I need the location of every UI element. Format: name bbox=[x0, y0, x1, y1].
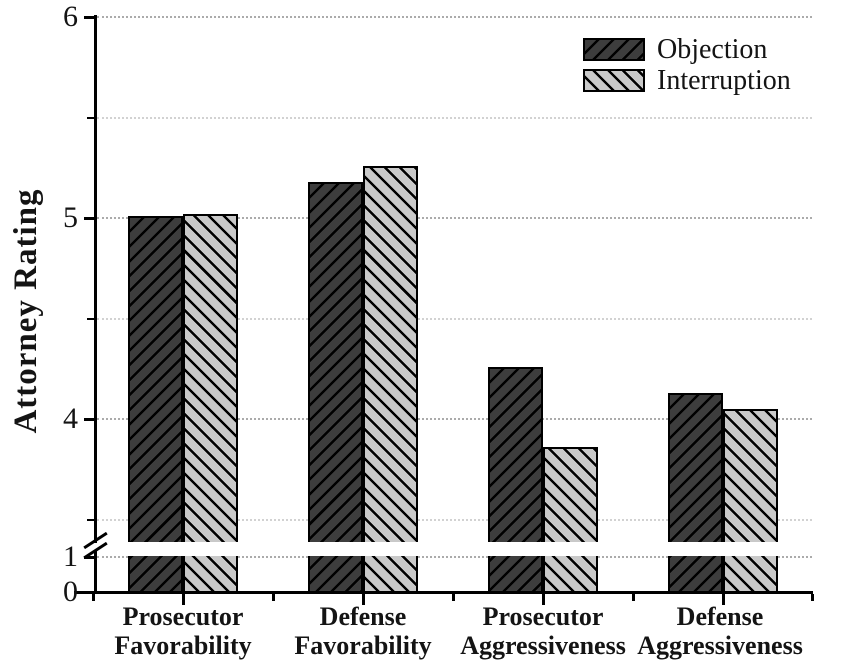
x-minor-tick bbox=[452, 594, 455, 601]
y-major-tick-4 bbox=[84, 418, 94, 421]
x-minor-tick bbox=[92, 594, 95, 601]
bar-interruption-defense-aggressiveness bbox=[723, 408, 778, 593]
bar-objection-prosecutor-aggressiveness bbox=[488, 366, 543, 593]
gridline-y1 bbox=[97, 556, 812, 558]
legend-item-interruption: Interruption bbox=[583, 65, 791, 96]
category-line: Favorability bbox=[294, 631, 432, 660]
category-line: Aggressiveness bbox=[460, 631, 626, 660]
legend-swatch-interruption-icon bbox=[583, 69, 645, 92]
category-label-defense-favorability: Defense Favorability bbox=[218, 602, 508, 660]
x-major-tick bbox=[542, 594, 545, 605]
category-line: Aggressiveness bbox=[637, 631, 803, 660]
x-axis-line bbox=[74, 591, 813, 594]
y-axis-line bbox=[94, 551, 97, 592]
gridline-y6 bbox=[97, 16, 812, 18]
category-label-prosecutor-favorability: Prosecutor Favorability bbox=[38, 602, 328, 660]
legend: Objection Interruption bbox=[583, 34, 791, 96]
bar-objection-defense-aggressiveness bbox=[668, 392, 723, 593]
y-minor-tick-5.5 bbox=[87, 116, 94, 119]
x-major-tick bbox=[182, 594, 185, 605]
y-axis-title: Attorney Rating bbox=[8, 188, 44, 434]
gridline-y5 bbox=[97, 217, 812, 219]
y-major-tick-5 bbox=[84, 217, 94, 220]
category-label-defense-aggressiveness: Defense Aggressiveness bbox=[575, 602, 850, 660]
category-label-prosecutor-aggressiveness: Prosecutor Aggressiveness bbox=[398, 602, 688, 660]
x-minor-tick bbox=[811, 594, 814, 601]
category-line: Defense bbox=[319, 602, 407, 631]
x-minor-tick bbox=[632, 594, 635, 601]
y-tick-label-5: 5 bbox=[63, 201, 78, 234]
bar-objection-defense-favorability bbox=[308, 181, 363, 593]
legend-item-objection: Objection bbox=[583, 34, 791, 65]
category-line: Prosecutor bbox=[122, 602, 244, 631]
axis-break-band bbox=[97, 542, 813, 556]
y-tick-label-6: 6 bbox=[63, 0, 78, 33]
y-major-tick-1 bbox=[84, 556, 94, 559]
x-major-tick bbox=[722, 594, 725, 605]
gridline-y4 bbox=[97, 418, 812, 420]
x-minor-tick bbox=[272, 594, 275, 601]
y-minor-tick-4.5 bbox=[87, 317, 94, 320]
y-tick-label-0: 0 bbox=[63, 575, 78, 608]
category-line: Defense bbox=[676, 602, 764, 631]
legend-label-interruption: Interruption bbox=[657, 64, 791, 96]
y-minor-tick-3.5 bbox=[87, 518, 94, 521]
legend-label-objection: Objection bbox=[657, 33, 768, 65]
gridline-y5.5 bbox=[97, 116, 812, 119]
bar-objection-prosecutor-favorability bbox=[128, 215, 183, 593]
gridline-y3.5 bbox=[97, 518, 812, 521]
category-line: Prosecutor bbox=[482, 602, 604, 631]
y-major-tick-6 bbox=[84, 16, 94, 19]
bar-interruption-prosecutor-favorability bbox=[183, 213, 238, 593]
category-line: Favorability bbox=[114, 631, 252, 660]
y-tick-label-4: 4 bbox=[63, 402, 78, 435]
y-axis-line bbox=[94, 15, 97, 543]
x-major-tick bbox=[362, 594, 365, 605]
gridline-y4.5 bbox=[97, 317, 812, 320]
bar-interruption-defense-favorability bbox=[363, 165, 418, 593]
legend-swatch-objection-icon bbox=[583, 38, 645, 61]
y-tick-label-1: 1 bbox=[63, 540, 78, 573]
bar-interruption-prosecutor-aggressiveness bbox=[543, 447, 598, 593]
